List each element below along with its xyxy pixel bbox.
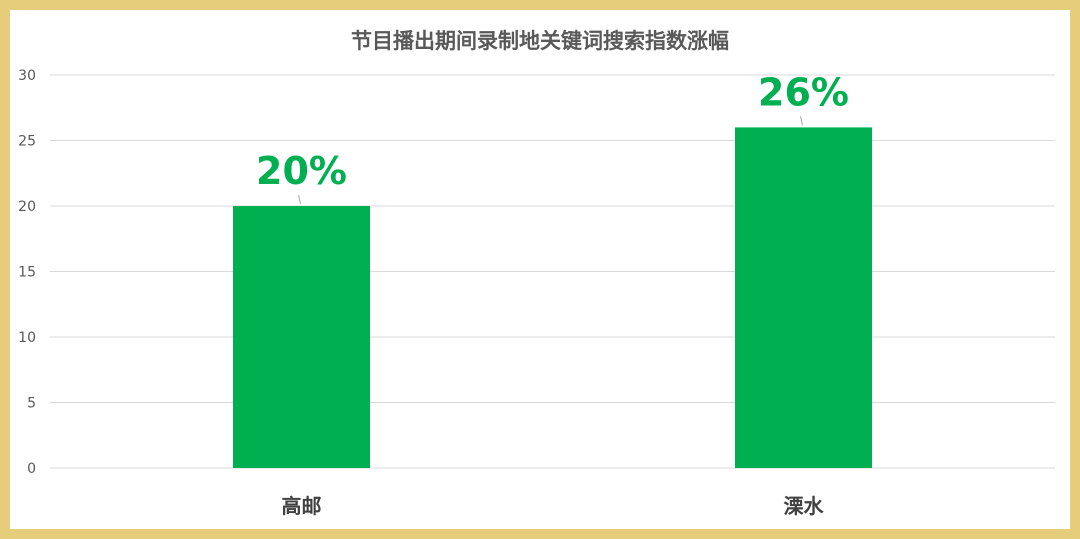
data-label: 20% (256, 149, 347, 193)
chart-frame (10, 10, 1070, 529)
y-tick-label: 5 (27, 396, 36, 412)
x-category-label: 高邮 (282, 494, 322, 518)
leader-line (800, 116, 803, 126)
y-tick-label: 25 (18, 134, 36, 150)
y-tick-label: 30 (18, 68, 36, 84)
bar-溧水 (735, 127, 872, 469)
data-label: 26% (758, 70, 849, 114)
x-category-label: 溧水 (784, 494, 825, 518)
chart-title: 节目播出期间录制地关键词搜索指数涨幅 (351, 29, 729, 53)
bar-高邮 (233, 206, 370, 468)
y-tick-label: 10 (18, 330, 36, 346)
y-tick-label: 15 (18, 265, 36, 281)
y-tick-label: 0 (27, 461, 36, 477)
y-tick-label: 20 (18, 199, 36, 215)
leader-line (298, 194, 301, 205)
